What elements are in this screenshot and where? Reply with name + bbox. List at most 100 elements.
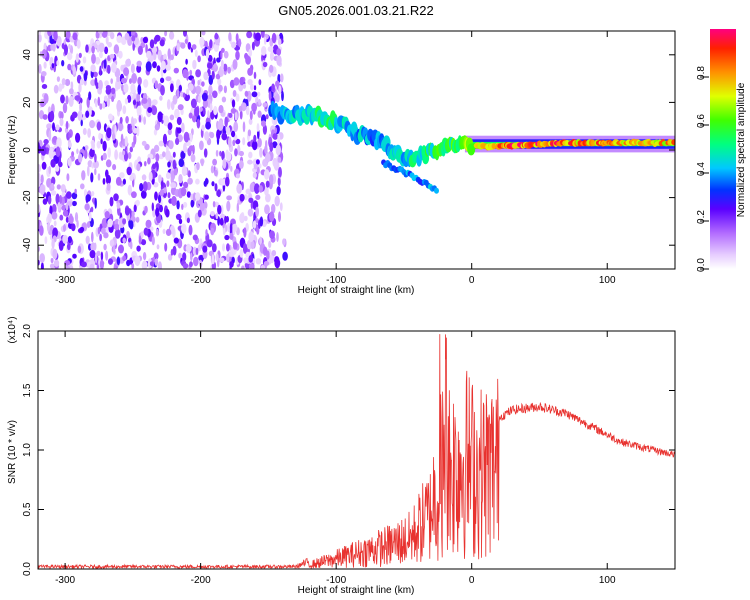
colorbar-tick-label: 0.8 — [696, 66, 707, 80]
noise-speckle — [194, 106, 200, 117]
noise-speckle — [90, 172, 94, 183]
noise-speckle — [235, 173, 240, 179]
noise-speckle — [79, 66, 84, 72]
noise-speckle — [228, 112, 233, 118]
noise-speckle — [162, 228, 166, 234]
noise-speckle — [167, 161, 171, 168]
noise-speckle — [249, 263, 255, 269]
noise-speckle — [94, 168, 97, 176]
noise-speckle — [190, 252, 193, 262]
noise-speckle — [256, 123, 260, 132]
noise-speckle — [116, 202, 121, 209]
noise-speckle — [94, 153, 97, 163]
noise-speckle — [122, 178, 126, 185]
noise-speckle — [220, 204, 224, 215]
noise-speckle — [81, 261, 87, 268]
noise-speckle — [43, 61, 47, 69]
noise-speckle — [102, 140, 107, 152]
noise-speckle — [132, 127, 138, 134]
noise-speckle — [140, 37, 144, 43]
noise-speckle — [158, 174, 162, 183]
noise-speckle — [265, 193, 271, 203]
noise-speckle — [39, 184, 46, 195]
noise-speckle — [105, 169, 109, 178]
noise-speckle — [169, 155, 174, 161]
noise-speckle — [167, 192, 171, 199]
noise-speckle — [46, 123, 52, 130]
noise-speckle — [129, 146, 133, 153]
noise-speckle — [187, 177, 193, 185]
chart-title: GN05.2026.001.03.21.R22 — [278, 3, 433, 18]
noise-speckle — [60, 94, 65, 104]
noise-speckle — [53, 31, 58, 41]
noise-speckle — [238, 38, 242, 48]
noise-speckle — [258, 163, 262, 169]
noise-speckle — [159, 95, 163, 101]
x-tick-label: -300 — [55, 275, 75, 286]
noise-speckle — [134, 32, 138, 38]
noise-speckle — [65, 265, 70, 269]
noise-speckle — [277, 176, 281, 187]
noise-speckle — [182, 68, 188, 79]
noise-speckle — [164, 242, 168, 252]
noise-speckle — [252, 172, 257, 179]
noise-speckle — [60, 184, 66, 193]
noise-speckle — [241, 181, 244, 191]
noise-speckle — [79, 226, 85, 232]
noise-speckle — [81, 170, 86, 181]
noise-speckle — [251, 140, 258, 151]
noise-speckle — [119, 116, 123, 124]
noise-speckle — [53, 259, 60, 267]
noise-speckle — [158, 140, 164, 147]
x-tick-label: 100 — [599, 275, 616, 286]
noise-speckle — [65, 191, 72, 199]
noise-speckle — [80, 119, 83, 127]
noise-speckle — [114, 149, 118, 160]
noise-speckle — [44, 236, 48, 245]
noise-speckle — [102, 152, 107, 161]
noise-speckle — [173, 168, 178, 176]
noise-speckle — [170, 83, 174, 93]
noise-speckle — [208, 84, 213, 96]
noise-speckle — [209, 103, 213, 113]
noise-speckle — [145, 61, 152, 72]
noise-speckle — [165, 228, 172, 236]
noise-speckle — [90, 206, 94, 213]
noise-speckle — [181, 223, 187, 234]
noise-speckle — [223, 63, 228, 72]
noise-speckle — [160, 180, 164, 187]
noise-speckle — [212, 158, 218, 166]
noise-speckle — [259, 147, 263, 158]
noise-speckle — [112, 164, 117, 171]
noise-speckle — [212, 201, 216, 208]
y-tick-label: -40 — [22, 238, 33, 253]
noise-speckle — [181, 122, 185, 133]
noise-speckle — [104, 80, 109, 87]
noise-speckle — [255, 206, 259, 217]
noise-speckle — [213, 105, 218, 116]
noise-speckle — [275, 144, 281, 156]
noise-speckle — [87, 160, 93, 168]
noise-speckle — [236, 183, 243, 194]
noise-speckle — [91, 231, 94, 243]
noise-speckle — [79, 102, 82, 113]
noise-speckle — [183, 201, 188, 208]
noise-speckle — [260, 264, 266, 269]
noise-speckle — [232, 90, 237, 97]
noise-speckle — [132, 118, 138, 124]
noise-speckle — [201, 81, 205, 87]
noise-speckle — [61, 60, 65, 67]
noise-speckle — [223, 50, 229, 59]
noise-speckle — [51, 211, 58, 220]
noise-speckle — [251, 41, 255, 51]
noise-speckle — [154, 80, 159, 89]
y-tick-label: 20 — [22, 96, 33, 108]
noise-speckle — [276, 48, 282, 56]
noise-speckle — [109, 53, 115, 59]
noise-speckle — [89, 120, 96, 129]
signal-blob — [434, 187, 439, 194]
noise-speckle — [207, 110, 210, 119]
noise-speckle — [264, 145, 268, 155]
noise-speckle — [176, 200, 180, 210]
